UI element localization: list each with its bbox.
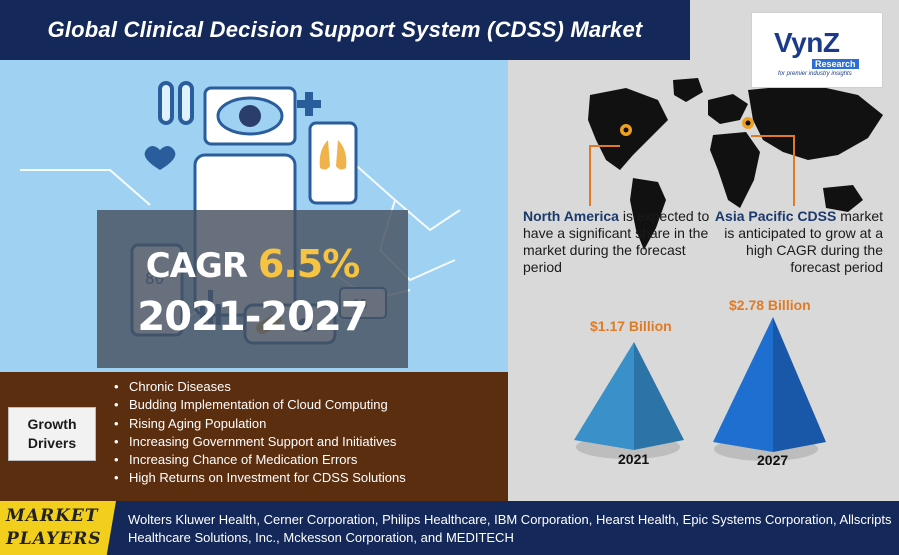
year-2021: 2021 bbox=[618, 451, 650, 467]
pyramid-2027 bbox=[713, 317, 826, 461]
cagr-label: CAGR bbox=[145, 246, 248, 286]
north-america-text: is expected to have a significant share … bbox=[523, 208, 710, 275]
lungs-icon bbox=[308, 121, 358, 205]
world-map-icon bbox=[574, 78, 883, 461]
asia-pacific-text: market is anticipated to grow at a high … bbox=[724, 208, 883, 275]
year-2027: 2027 bbox=[757, 452, 789, 468]
market-value-2027: $2.78 Billion bbox=[729, 297, 811, 313]
list-item: Increasing Government Support and Initia… bbox=[112, 433, 406, 452]
market-players-section: MARKET PLAYERS Wolters Kluwer Health, Ce… bbox=[0, 501, 899, 555]
logo-name: VynZ bbox=[774, 27, 840, 58]
eye-icon bbox=[203, 86, 297, 146]
logo-sub: Research bbox=[812, 59, 859, 69]
cagr-label-line: CAGR 6.5% bbox=[97, 242, 408, 286]
pyramid-2021 bbox=[574, 342, 684, 459]
list-item: High Returns on Investment for CDSS Solu… bbox=[112, 469, 406, 488]
market-players-list: Wolters Kluwer Health, Cerner Corporatio… bbox=[128, 512, 892, 545]
cagr-value: 6.5% bbox=[257, 242, 360, 286]
market-players-label-2: PLAYERS bbox=[6, 529, 102, 549]
heart-icon bbox=[144, 146, 176, 170]
cross-icon bbox=[297, 92, 321, 116]
vynz-logo: VynZ Research for premier industry insig… bbox=[751, 12, 883, 88]
growth-drivers-section: Growth Drivers Chronic Diseases Budding … bbox=[0, 372, 508, 501]
north-america-note: North America is expected to have a sign… bbox=[523, 208, 718, 276]
market-players-label-1: MARKET bbox=[6, 506, 99, 526]
test-tubes-icon bbox=[158, 81, 194, 125]
cagr-period: 2021-2027 bbox=[137, 294, 368, 340]
market-players-badge: MARKET PLAYERS bbox=[0, 501, 116, 555]
growth-drivers-title-2: Drivers bbox=[27, 435, 77, 451]
list-item: Budding Implementation of Cloud Computin… bbox=[112, 396, 406, 415]
growth-drivers-title-1: Growth bbox=[27, 416, 77, 432]
list-item: Chronic Diseases bbox=[112, 378, 406, 397]
list-item: Rising Aging Population bbox=[112, 415, 406, 434]
asia-pacific-note: Asia Pacific CDSS market is anticipated … bbox=[706, 208, 883, 276]
growth-drivers-label: Growth Drivers bbox=[8, 407, 96, 461]
location-pin-icon bbox=[742, 117, 754, 129]
growth-drivers-list: Chronic Diseases Budding Implementation … bbox=[112, 378, 406, 488]
logo-tagline: for premier industry insights bbox=[778, 71, 852, 77]
cagr-box: CAGR 6.5% 2021-2027 bbox=[97, 210, 408, 368]
regional-panel bbox=[508, 60, 899, 501]
market-value-2021: $1.17 Billion bbox=[590, 318, 672, 334]
asia-pacific-name: Asia Pacific CDSS bbox=[714, 208, 837, 224]
location-pin-icon bbox=[620, 124, 632, 136]
page-title: Global Clinical Decision Support System … bbox=[47, 17, 643, 42]
north-america-name: North America bbox=[523, 208, 619, 224]
medical-illustration: 80 65 CAGR 6.5% 2021-2027 bbox=[0, 60, 508, 372]
header-banner: Global Clinical Decision Support System … bbox=[0, 0, 690, 60]
list-item: Increasing Chance of Medication Errors bbox=[112, 451, 406, 470]
